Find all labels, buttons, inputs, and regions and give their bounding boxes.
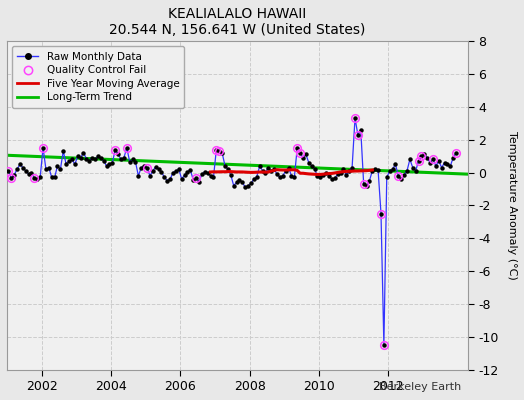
Y-axis label: Temperature Anomaly (°C): Temperature Anomaly (°C) xyxy=(507,131,517,280)
Title: KEALIALALO HAWAII
20.544 N, 156.641 W (United States): KEALIALALO HAWAII 20.544 N, 156.641 W (U… xyxy=(109,7,366,37)
Legend: Raw Monthly Data, Quality Control Fail, Five Year Moving Average, Long-Term Tren: Raw Monthly Data, Quality Control Fail, … xyxy=(12,46,184,108)
Text: Berkeley Earth: Berkeley Earth xyxy=(379,382,461,392)
